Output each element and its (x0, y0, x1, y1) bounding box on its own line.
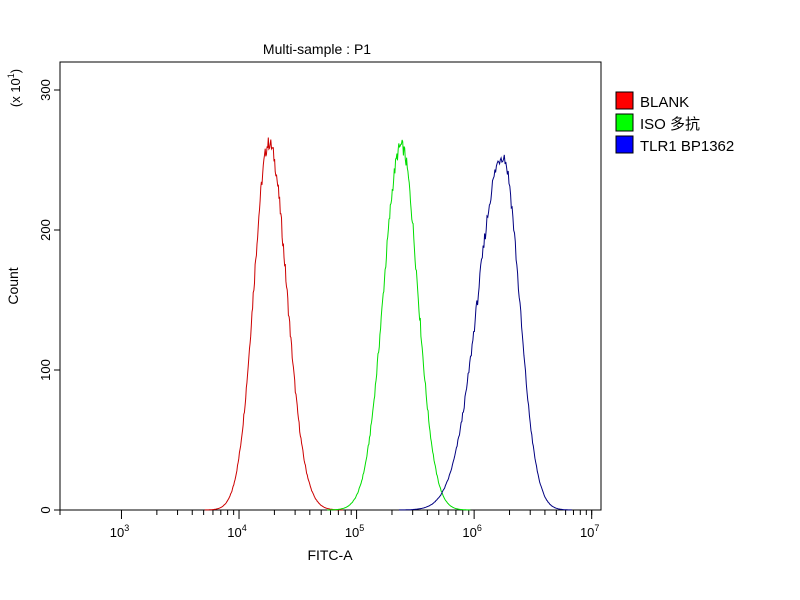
y-axis-multiplier: (x 101) (6, 69, 23, 107)
y-tick-label: 300 (38, 79, 53, 101)
y-tick-label: 100 (38, 359, 53, 381)
y-axis: 0 100 200 300 (38, 79, 60, 514)
x-tick-label: 104 (227, 523, 246, 540)
x-tick-label: 105 (345, 523, 364, 540)
histogram-curves (204, 137, 572, 511)
x-axis-label: FITC-A (307, 547, 353, 563)
chart-title: Multi-sample : P1 (263, 41, 371, 57)
legend-label: TLR1 BP1362 (640, 138, 734, 155)
legend-swatch (615, 113, 634, 132)
legend-label: BLANK (640, 94, 689, 111)
legend: BLANK ISO 多抗 TLR1 BP1362 (615, 91, 734, 155)
x-tick-label: 103 (110, 523, 129, 540)
y-tick-label: 200 (38, 219, 53, 241)
x-axis: 103 104 105 106 107 (59, 510, 599, 540)
series-curve-2 (399, 154, 572, 511)
plot-frame (59, 61, 602, 511)
legend-swatch (615, 91, 634, 110)
y-axis-label: Count (5, 267, 21, 304)
legend-label: ISO 多抗 (640, 116, 700, 133)
legend-swatch (615, 135, 634, 154)
x-tick-label: 107 (580, 523, 599, 540)
x-tick-label: 106 (462, 523, 481, 540)
svg-text:(x 101): (x 101) (6, 69, 23, 107)
series-curve-1 (327, 139, 471, 511)
y-tick-label: 0 (38, 506, 53, 513)
series-curve-0 (204, 137, 344, 511)
